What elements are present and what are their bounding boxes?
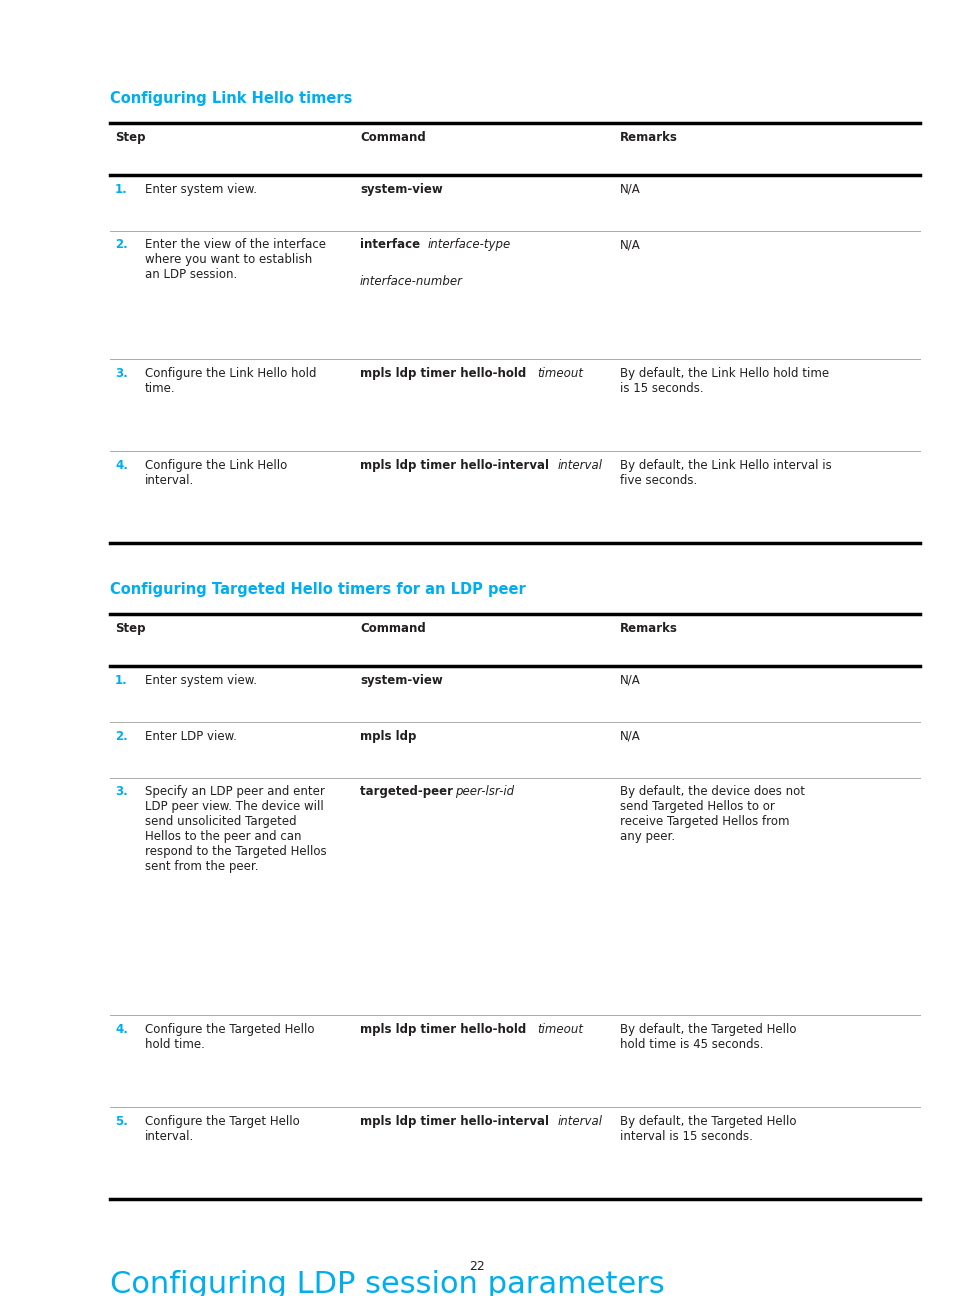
Text: By default, the device does not
send Targeted Hellos to or
receive Targeted Hell: By default, the device does not send Tar… bbox=[619, 785, 804, 844]
Text: system-view: system-view bbox=[359, 183, 442, 196]
Text: interval: interval bbox=[557, 1115, 601, 1128]
Text: 4.: 4. bbox=[115, 1023, 128, 1036]
Text: N/A: N/A bbox=[619, 238, 640, 251]
Text: targeted-peer: targeted-peer bbox=[359, 785, 456, 798]
Text: 4.: 4. bbox=[115, 459, 128, 472]
Text: Specify an LDP peer and enter
LDP peer view. The device will
send unsolicited Ta: Specify an LDP peer and enter LDP peer v… bbox=[145, 785, 326, 874]
Text: Configuring LDP session parameters: Configuring LDP session parameters bbox=[110, 1270, 664, 1296]
Text: N/A: N/A bbox=[619, 183, 640, 196]
Text: timeout: timeout bbox=[537, 367, 582, 380]
Text: 1.: 1. bbox=[115, 183, 128, 196]
Text: mpls ldp timer hello-interval: mpls ldp timer hello-interval bbox=[359, 1115, 548, 1128]
Text: timeout: timeout bbox=[537, 1023, 582, 1036]
Text: N/A: N/A bbox=[619, 730, 640, 743]
Text: mpls ldp timer hello-hold: mpls ldp timer hello-hold bbox=[359, 367, 530, 380]
Text: Command: Command bbox=[359, 622, 425, 635]
Text: By default, the Targeted Hello
interval is 15 seconds.: By default, the Targeted Hello interval … bbox=[619, 1115, 796, 1143]
Text: 3.: 3. bbox=[115, 785, 128, 798]
Text: mpls ldp: mpls ldp bbox=[359, 730, 416, 743]
Text: Configuring Link Hello timers: Configuring Link Hello timers bbox=[110, 91, 352, 106]
Text: Step: Step bbox=[115, 622, 146, 635]
Text: Remarks: Remarks bbox=[619, 622, 678, 635]
Text: Configure the Target Hello
interval.: Configure the Target Hello interval. bbox=[145, 1115, 299, 1143]
Text: 22: 22 bbox=[469, 1260, 484, 1273]
Text: peer-lsr-id: peer-lsr-id bbox=[455, 785, 514, 798]
Text: Configure the Link Hello hold
time.: Configure the Link Hello hold time. bbox=[145, 367, 316, 395]
Text: interface: interface bbox=[359, 238, 424, 251]
Text: Remarks: Remarks bbox=[619, 131, 678, 144]
Text: mpls ldp timer hello-interval: mpls ldp timer hello-interval bbox=[359, 459, 548, 472]
Text: Enter the view of the interface
where you want to establish
an LDP session.: Enter the view of the interface where yo… bbox=[145, 238, 326, 281]
Text: 2.: 2. bbox=[115, 730, 128, 743]
Text: 3.: 3. bbox=[115, 367, 128, 380]
Text: 1.: 1. bbox=[115, 674, 128, 687]
Text: By default, the Link Hello hold time
is 15 seconds.: By default, the Link Hello hold time is … bbox=[619, 367, 828, 395]
Text: Command: Command bbox=[359, 131, 425, 144]
Text: Configure the Targeted Hello
hold time.: Configure the Targeted Hello hold time. bbox=[145, 1023, 314, 1051]
Text: By default, the Targeted Hello
hold time is 45 seconds.: By default, the Targeted Hello hold time… bbox=[619, 1023, 796, 1051]
Text: mpls ldp timer hello-hold: mpls ldp timer hello-hold bbox=[359, 1023, 530, 1036]
Text: system-view: system-view bbox=[359, 674, 442, 687]
Text: Configure the Link Hello
interval.: Configure the Link Hello interval. bbox=[145, 459, 287, 487]
Text: Configuring Targeted Hello timers for an LDP peer: Configuring Targeted Hello timers for an… bbox=[110, 582, 525, 597]
Text: 5.: 5. bbox=[115, 1115, 128, 1128]
Text: Enter LDP view.: Enter LDP view. bbox=[145, 730, 236, 743]
Text: By default, the Link Hello interval is
five seconds.: By default, the Link Hello interval is f… bbox=[619, 459, 831, 487]
Text: interface-number: interface-number bbox=[359, 275, 462, 288]
Text: interval: interval bbox=[557, 459, 601, 472]
Text: N/A: N/A bbox=[619, 674, 640, 687]
Text: Step: Step bbox=[115, 131, 146, 144]
Text: Enter system view.: Enter system view. bbox=[145, 674, 256, 687]
Text: Enter system view.: Enter system view. bbox=[145, 183, 256, 196]
Text: 2.: 2. bbox=[115, 238, 128, 251]
Text: interface-type: interface-type bbox=[428, 238, 511, 251]
